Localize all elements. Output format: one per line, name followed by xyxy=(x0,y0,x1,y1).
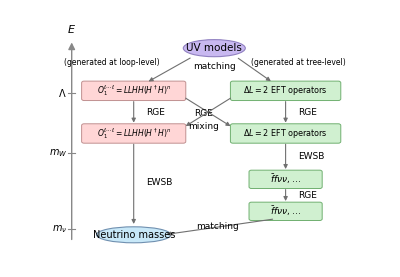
Text: (generated at loop-level): (generated at loop-level) xyxy=(64,58,160,66)
Text: RGE: RGE xyxy=(146,108,165,117)
Ellipse shape xyxy=(183,40,245,57)
Text: RGE: RGE xyxy=(298,108,317,117)
FancyBboxPatch shape xyxy=(230,81,341,101)
Text: $m_W$: $m_W$ xyxy=(49,147,67,158)
FancyBboxPatch shape xyxy=(82,81,186,101)
FancyBboxPatch shape xyxy=(82,124,186,143)
Text: UV models: UV models xyxy=(186,43,242,53)
Text: $O_1^{\ell\cdots\ell} = LLHH(H^\dagger H)^n$: $O_1^{\ell\cdots\ell} = LLHH(H^\dagger H… xyxy=(96,83,171,98)
FancyBboxPatch shape xyxy=(249,170,322,189)
Text: matching: matching xyxy=(193,62,236,71)
Text: EWSB: EWSB xyxy=(298,152,324,161)
Text: (generated at tree-level): (generated at tree-level) xyxy=(251,58,345,66)
Text: Neutrino masses: Neutrino masses xyxy=(92,230,175,240)
FancyBboxPatch shape xyxy=(249,202,322,220)
Text: $\Delta L = 2$ EFT operators: $\Delta L = 2$ EFT operators xyxy=(243,84,328,97)
Text: RGE: RGE xyxy=(194,109,213,118)
Text: $\Delta L = 2$ EFT operators: $\Delta L = 2$ EFT operators xyxy=(243,127,328,140)
FancyBboxPatch shape xyxy=(230,124,341,143)
Text: $O_1^{\ell\cdots\ell} = LLHH(H^\dagger H)^n$: $O_1^{\ell\cdots\ell} = LLHH(H^\dagger H… xyxy=(96,126,171,141)
Text: $\bar{f}f\nu\nu, \ldots$: $\bar{f}f\nu\nu, \ldots$ xyxy=(270,172,301,186)
Text: $\bar{f}f\nu\nu, \ldots$: $\bar{f}f\nu\nu, \ldots$ xyxy=(270,204,301,218)
Text: $\Lambda$: $\Lambda$ xyxy=(58,87,67,99)
Text: EWSB: EWSB xyxy=(146,178,172,186)
Text: $m_\nu$: $m_\nu$ xyxy=(52,224,67,235)
Text: matching: matching xyxy=(196,222,239,231)
Ellipse shape xyxy=(96,227,171,243)
Text: $E$: $E$ xyxy=(67,23,76,35)
Text: RGE: RGE xyxy=(298,191,317,200)
Text: mixing: mixing xyxy=(188,122,219,130)
